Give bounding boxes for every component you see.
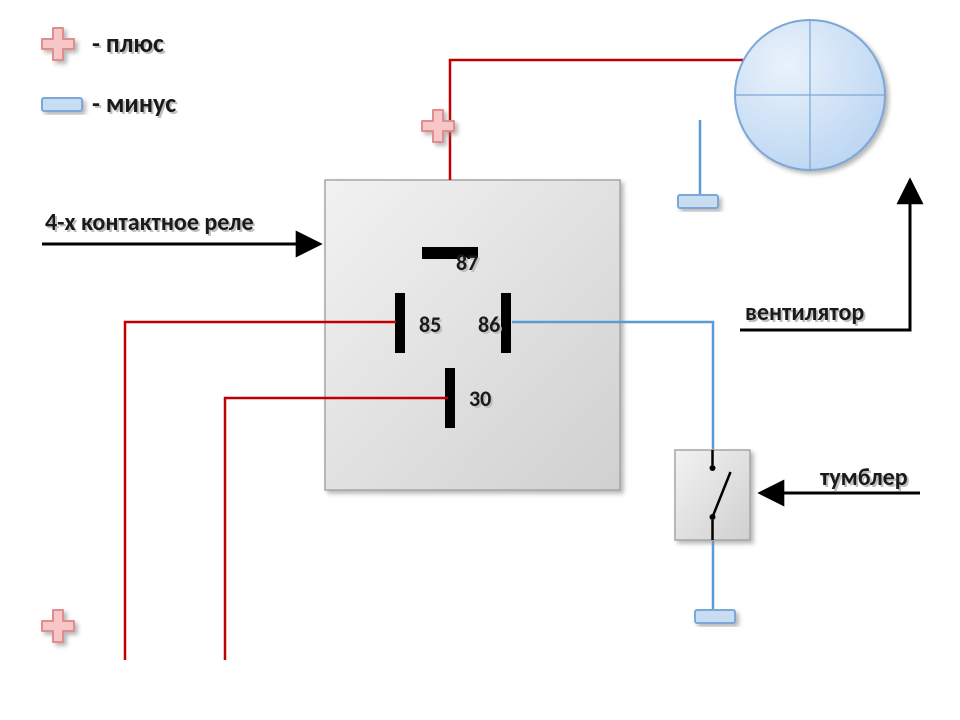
svg-text:87: 87 [456,249,478,276]
relay-body [325,180,620,490]
relay-pin [395,293,405,353]
minus-icon [42,98,82,111]
relay-pin [501,293,511,353]
wire [450,60,778,180]
svg-text:тумблер: тумблер [820,463,908,492]
plus-icon [42,28,74,60]
svg-text:- плюс: - плюс [92,27,164,59]
svg-text:30: 30 [469,385,491,412]
svg-text:85: 85 [419,311,441,338]
svg-text:вентилятор: вентилятор [745,298,864,327]
minus-icon [678,195,718,208]
svg-text:86: 86 [478,311,500,338]
svg-text:4-х контактное реле: 4-х контактное реле [45,208,254,237]
svg-text:- минус: - минус [92,87,176,119]
minus-icon [695,610,735,623]
plus-icon [42,610,74,642]
